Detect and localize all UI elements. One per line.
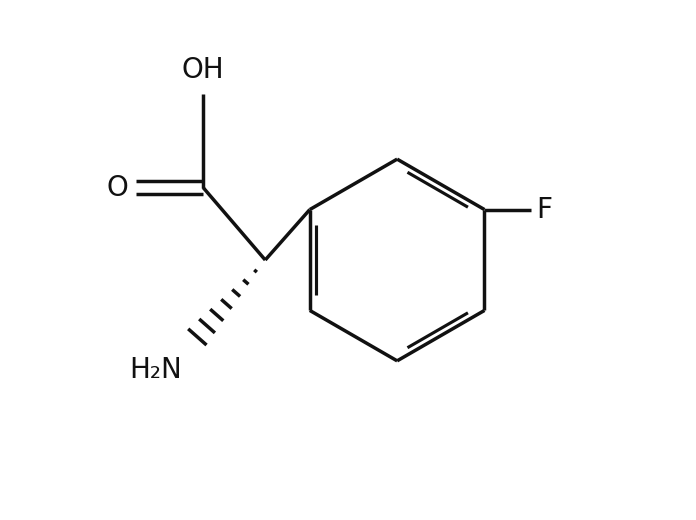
- Text: F: F: [536, 196, 552, 224]
- Text: OH: OH: [182, 56, 225, 84]
- Text: O: O: [106, 174, 128, 202]
- Text: H₂N: H₂N: [129, 356, 182, 384]
